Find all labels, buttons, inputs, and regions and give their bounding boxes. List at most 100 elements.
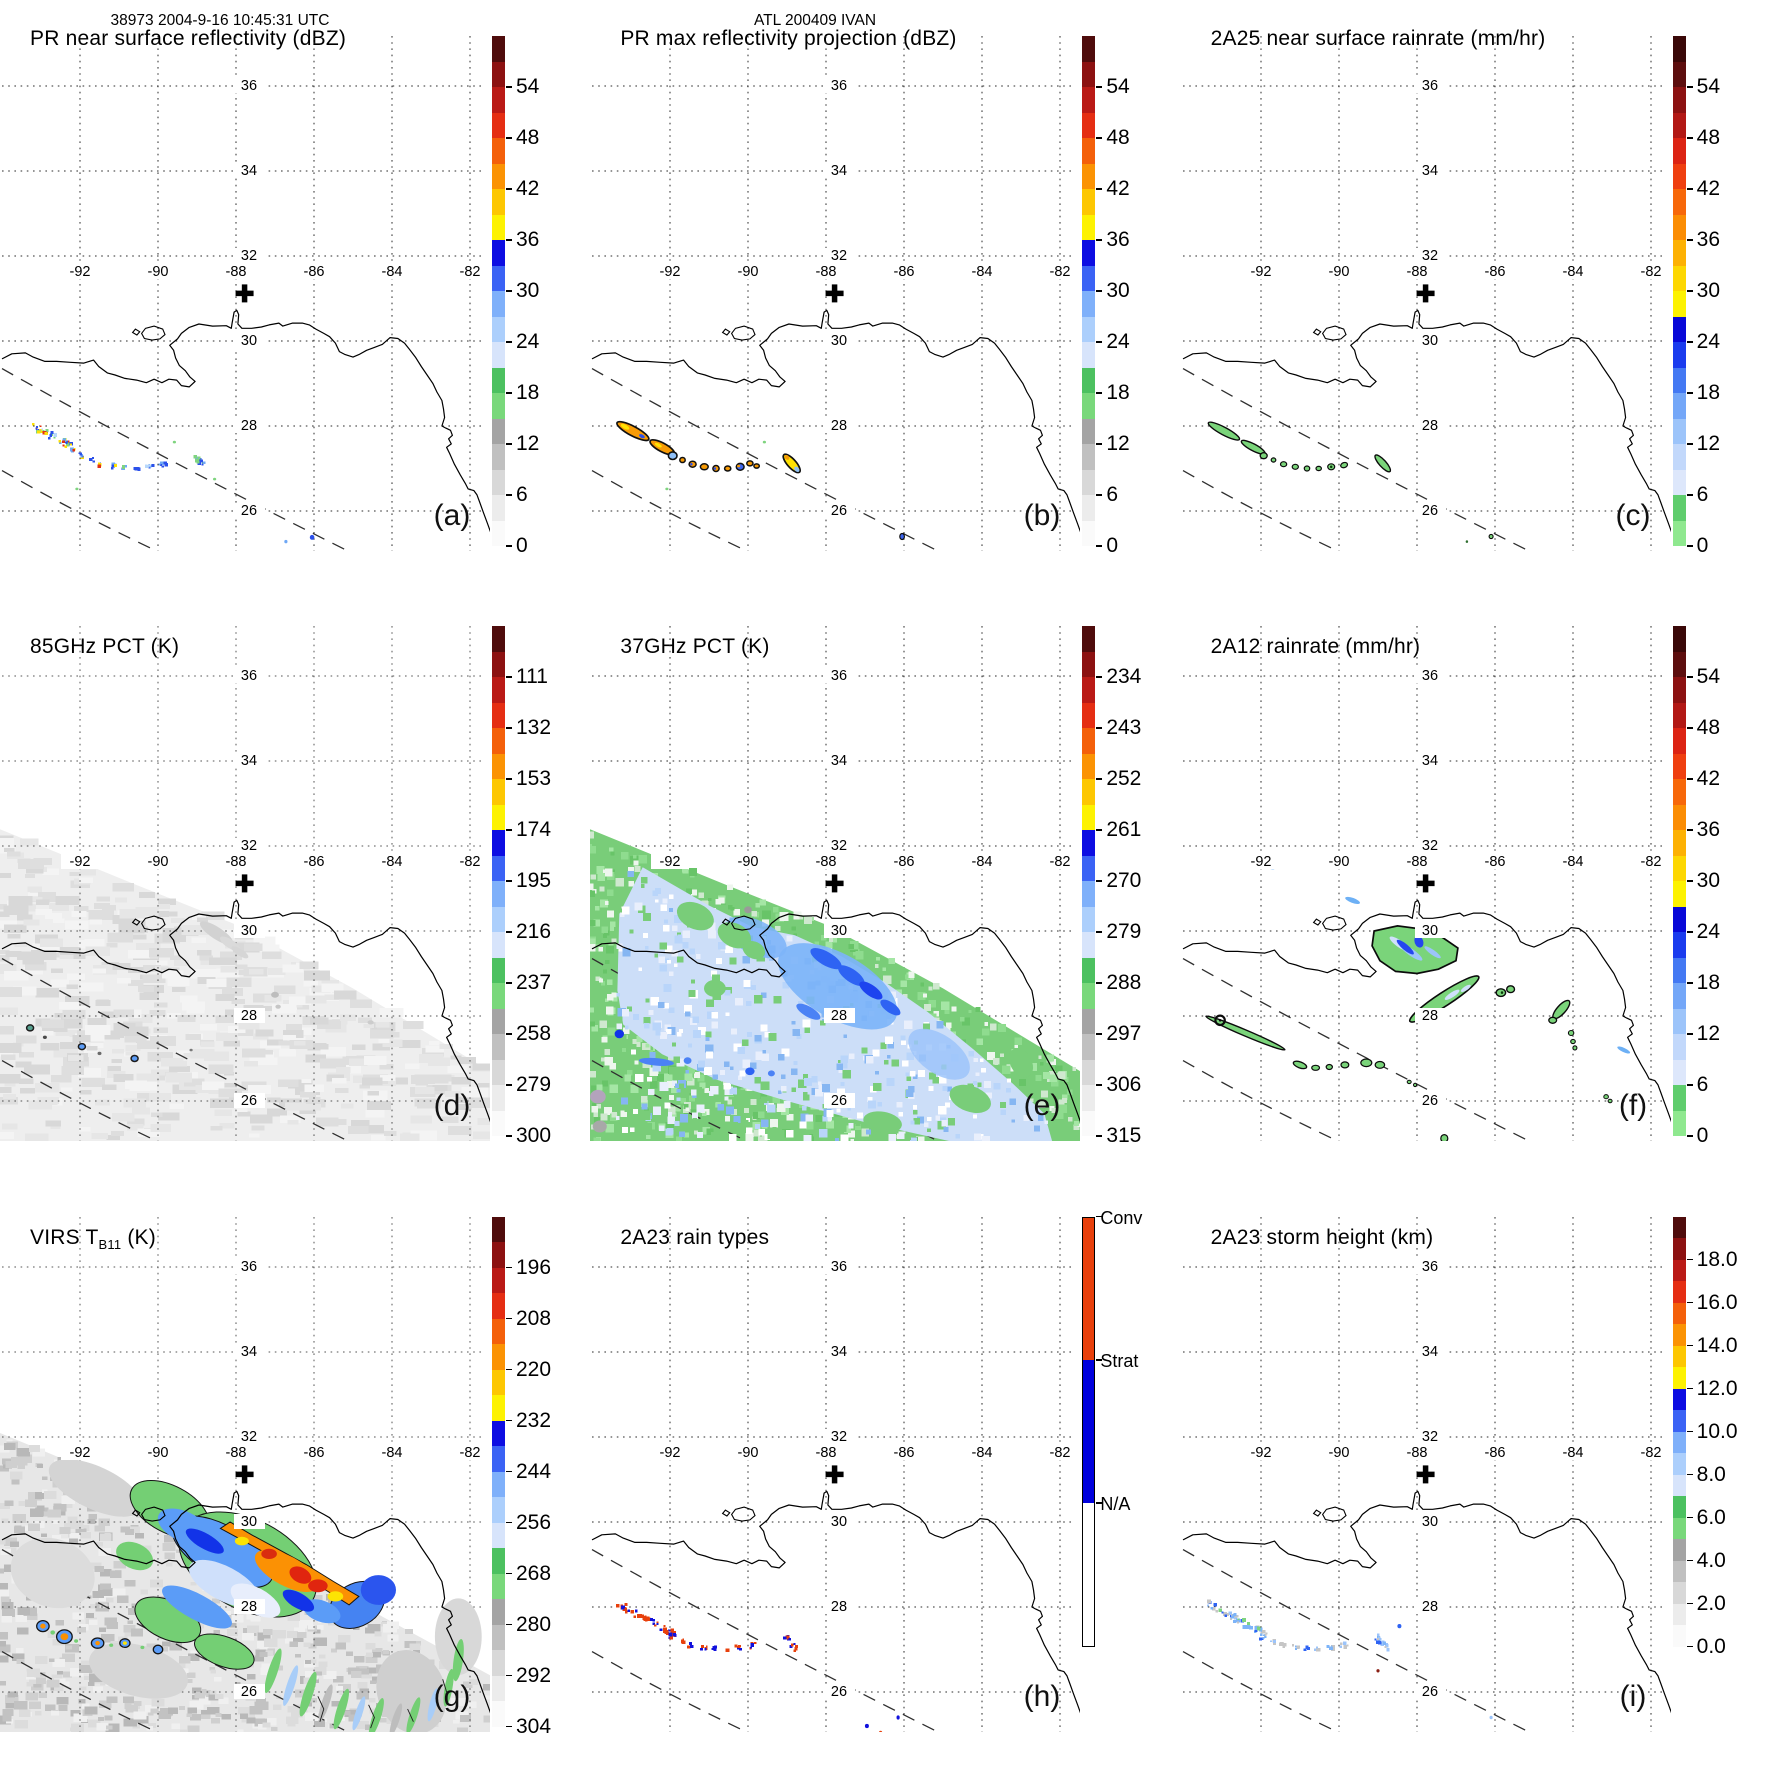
colorbar-label: 48 [1106,126,1130,149]
grid-labels: 36 34 32 30 28 26 -92 -90 -88 -86 -84 -82 [1241,1258,1670,1700]
lake-outline [140,325,166,341]
svg-text:34: 34 [1422,1344,1438,1360]
colorbar-label: 6 [1696,1073,1709,1097]
svg-text:26: 26 [1422,1684,1438,1700]
map-c: 36 34 32 30 28 26 -92 -90 -88 -86 -84 -82 (c) [1182,36,1671,551]
colorbar-label: 196 [516,1255,552,1279]
svg-text:-90: -90 [148,264,169,280]
colorbar-f [1672,626,1686,1137]
svg-text:-82: -82 [1640,264,1661,280]
swath-edge-line-upper [592,1548,940,1732]
panel-e: 37GHz PCT (K) 36 34 32 30 28 26 -92 -90 -88 -86 -84… [590,590,1180,1180]
panel-d: 85GHz PCT (K) 36 34 32 30 28 26 -92 -90 -88 -86 -84… [0,590,590,1180]
svg-text:28: 28 [1422,418,1438,434]
grid-labels: 36 34 32 30 28 26 -92 -90 -88 -86 -84 -82 [1241,668,1670,1109]
colorbar-label: 30 [1106,279,1130,302]
colorbar-label: 237 [516,971,552,995]
lake-outline [731,325,756,341]
svg-text:-90: -90 [738,264,759,280]
grid-labels: 36 34 32 30 28 26 -92 -90 -88 -86 -84 -82 [651,668,1080,1109]
colorbar-label: 42 [1106,177,1130,200]
colorbar-label: 12 [516,432,540,455]
grid-lines [1182,1216,1663,1732]
colorbar-label: 54 [1106,75,1130,98]
coastline [592,309,1081,533]
svg-text:34: 34 [241,1344,257,1360]
grid-labels: 36 34 32 30 28 26 -92 -90 -88 -86 -84 -82 [651,78,1080,519]
lake-outline [1321,915,1347,931]
lake-outline [131,918,141,927]
colorbar-label: 174 [516,818,552,842]
panel-letter-g: (g) [434,1680,471,1713]
swath-edge-line-upper [592,368,940,551]
colorbar-label: 10.0 [1696,1419,1738,1443]
colorbar-i [1672,1216,1686,1647]
panel-f: 2A12 rainrate (mm/hr) 36 34 32 30 28 26 -92 -90-… [1181,590,1771,1180]
swath-edge-line-upper [1,958,350,1142]
svg-text:-86: -86 [894,264,915,280]
colorbar-label: Conv [1100,1207,1143,1228]
svg-text:-82: -82 [460,264,481,280]
panel-title-f: 2A12 rainrate (mm/hr) [1210,635,1421,659]
colorbar-label: 252 [1106,767,1142,791]
colorbar-label: 0.0 [1696,1634,1726,1658]
svg-text:36: 36 [831,78,847,94]
lake-outline [722,328,731,336]
svg-text:-82: -82 [1050,854,1071,870]
storm-center-marker [235,284,254,303]
lake-outline [722,1509,731,1517]
svg-text:-90: -90 [1328,854,1349,870]
storm-center-marker [235,874,254,893]
svg-text:32: 32 [241,248,257,264]
swath-edge-line-lower [592,1650,749,1732]
panel-a: PR near surface reflectivity (dBZ) 36 34 32… [0,0,590,590]
colorbar-label: 30 [1696,279,1721,302]
map-i: 36 34 32 30 28 26 -92 -90 -88 -86 -84 -82 (i) [1182,1216,1671,1732]
svg-text:26: 26 [1422,1093,1438,1109]
colorbar-label: 12 [1696,1022,1721,1046]
svg-text:-86: -86 [304,1445,325,1461]
svg-text:-82: -82 [1640,854,1661,870]
svg-text:-86: -86 [894,1445,915,1461]
svg-text:-90: -90 [148,854,169,870]
panel-letter-c: (c) [1615,499,1650,532]
colorbar-g [492,1216,505,1727]
colorbar-label: 48 [1696,126,1721,149]
svg-text:30: 30 [1422,923,1438,939]
colorbar-label: 42 [1696,177,1721,200]
colorbar-label: 208 [516,1306,552,1330]
coastline [1182,309,1671,533]
svg-text:32: 32 [241,838,257,854]
panel-letter-f: (f) [1618,1089,1646,1122]
storm-center-marker [825,874,844,893]
svg-text:-84: -84 [972,854,993,870]
colorbar-label: 279 [516,1073,552,1097]
swath-edge-line-lower [1,470,159,551]
colorbar-label: Strat [1100,1350,1139,1371]
colorbar-label: N/A [1100,1494,1131,1515]
lake-outline [140,915,166,931]
grid-lines [1182,36,1663,551]
svg-text:26: 26 [831,1093,847,1109]
lake-outline [1321,325,1347,341]
svg-text:26: 26 [241,1684,257,1700]
grid-lines [2,626,482,1142]
colorbar-label: 288 [1106,971,1142,995]
colorbar-label: 36 [1106,228,1130,251]
colorbar-label: 306 [1106,1073,1142,1097]
svg-text:-88: -88 [816,854,837,870]
svg-text:26: 26 [831,503,847,519]
colorbar-label: 244 [516,1459,552,1483]
panel-title-i: 2A23 storm height (km) [1210,1225,1434,1249]
svg-text:-92: -92 [1250,1445,1271,1461]
colorbar-label: 0 [1696,1124,1709,1148]
svg-text:-82: -82 [1050,1445,1071,1461]
svg-text:28: 28 [831,418,847,434]
svg-text:34: 34 [831,753,847,769]
svg-text:-86: -86 [304,854,325,870]
svg-text:-84: -84 [972,264,993,280]
colorbar-label: 30 [1696,869,1721,893]
colorbar-label: 16.0 [1696,1290,1738,1314]
swath-edge-line-lower [1,1060,159,1142]
